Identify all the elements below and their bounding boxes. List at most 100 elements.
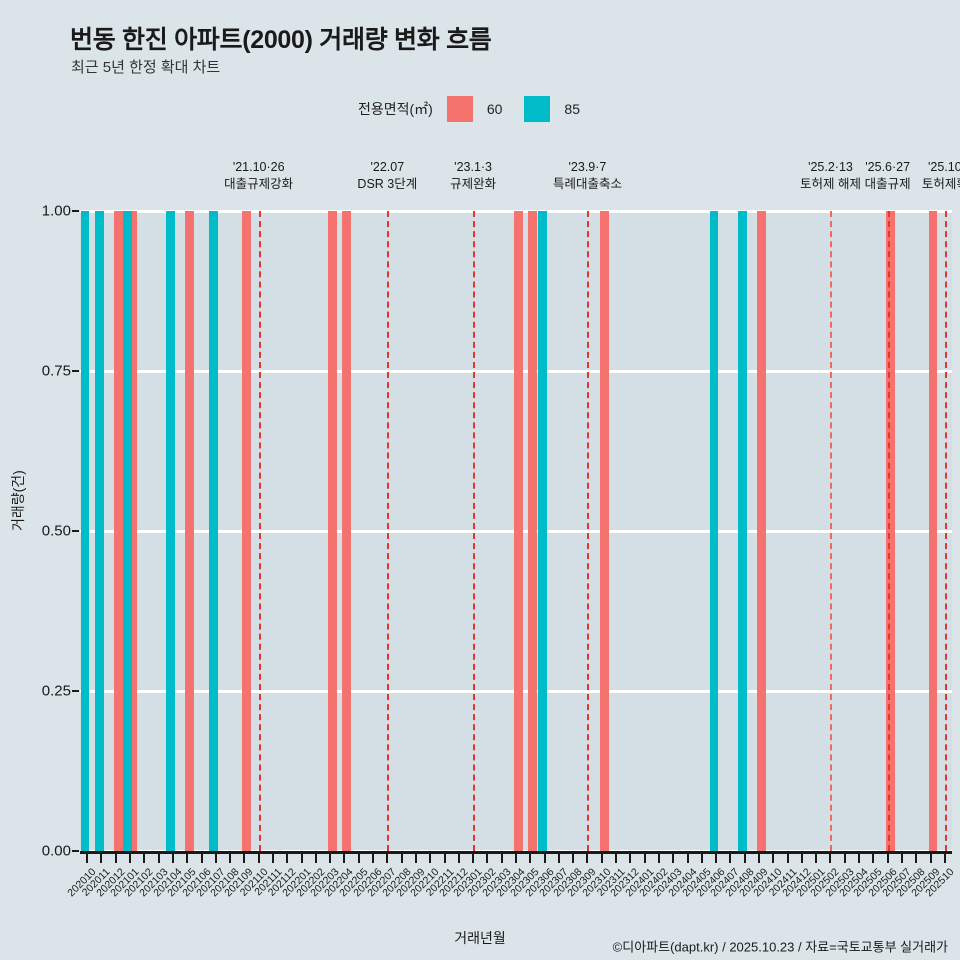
bar-60-202109[interactable] xyxy=(242,211,252,851)
x-tick-mark xyxy=(715,854,718,863)
x-tick-mark xyxy=(843,854,846,863)
legend-swatch-60 xyxy=(446,96,473,122)
bar-85-202104[interactable] xyxy=(166,211,176,851)
event-annotation-202506: '25.6·27 대출규제 xyxy=(865,159,911,193)
event-line-202510 xyxy=(944,211,947,851)
event-annotation-202207: '22.07 DSR 3단계 xyxy=(357,159,417,193)
x-tick-mark xyxy=(629,854,632,863)
x-tick-mark xyxy=(672,854,675,863)
y-tick-mark xyxy=(72,370,79,372)
x-tick-mark xyxy=(214,854,217,863)
y-tick-label: 0.25 xyxy=(41,682,71,700)
bar-60-202105[interactable] xyxy=(185,211,195,851)
event-annotation-text: 대출규제 xyxy=(864,177,911,191)
bar-60-202101[interactable] xyxy=(128,211,137,851)
x-tick-mark xyxy=(400,854,403,863)
x-tick-mark xyxy=(615,854,618,863)
x-tick-mark xyxy=(357,854,360,863)
x-tick-mark xyxy=(186,854,189,863)
legend-item-60[interactable]: 60 xyxy=(446,96,503,122)
event-line-202309 xyxy=(587,211,590,851)
legend-label-60: 60 xyxy=(486,101,503,117)
event-annotation-text: 대출규제강화 xyxy=(224,177,294,191)
event-line-202207 xyxy=(387,211,390,851)
x-tick-mark xyxy=(171,854,174,863)
x-tick-mark xyxy=(872,854,875,863)
y-tick-mark xyxy=(72,210,79,212)
event-line-202301 xyxy=(473,211,476,851)
x-tick-mark xyxy=(529,854,532,863)
x-tick-mark xyxy=(815,854,818,863)
x-tick-mark xyxy=(886,854,889,863)
y-tick-mark xyxy=(72,530,79,532)
y-tick-label: 0.50 xyxy=(41,522,71,540)
y-tick-label: 0.00 xyxy=(41,842,71,860)
x-tick-mark xyxy=(572,854,575,863)
x-tick-mark xyxy=(943,854,946,863)
x-tick-mark xyxy=(372,854,375,863)
event-annotation-text: 규제완화 xyxy=(450,177,497,191)
x-tick-mark xyxy=(271,854,274,863)
bar-60-202012[interactable] xyxy=(113,211,123,851)
x-tick-mark xyxy=(486,854,489,863)
bar-60-202305[interactable] xyxy=(528,211,538,851)
bar-60-202304[interactable] xyxy=(513,211,523,851)
x-tick-mark xyxy=(858,854,861,863)
x-tick-mark xyxy=(772,854,775,863)
x-tick-mark xyxy=(929,854,932,863)
bar-85-202306[interactable] xyxy=(538,211,547,851)
x-tick-mark xyxy=(643,854,646,863)
x-tick-mark xyxy=(472,854,475,863)
y-tick-mark xyxy=(72,850,79,852)
event-annotation-date: '25.10 xyxy=(928,160,960,174)
bar-60-202506[interactable] xyxy=(885,211,895,851)
x-tick-mark xyxy=(257,854,260,863)
x-tick-mark xyxy=(900,854,903,863)
x-tick-mark xyxy=(786,854,789,863)
event-annotation-date: '23.9·7 xyxy=(568,160,607,174)
y-tick-label: 1.00 xyxy=(41,202,71,220)
x-tick-mark xyxy=(729,854,732,863)
event-annotation-text: 토허제확 xyxy=(921,177,960,191)
bar-85-202101[interactable] xyxy=(123,211,133,851)
legend-title: 전용면적(㎡) xyxy=(357,101,433,117)
x-tick-mark xyxy=(800,854,803,863)
x-tick-mark xyxy=(129,854,132,863)
page-title: 번동 한진 아파트(2000) 거래량 변화 흐름 xyxy=(70,26,492,54)
x-tick-mark xyxy=(915,854,918,863)
bar-85-202406[interactable] xyxy=(709,211,719,851)
x-tick-mark xyxy=(600,854,603,863)
event-annotation-202301: '23.1·3 규제완화 xyxy=(450,159,496,193)
bar-60-202203[interactable] xyxy=(328,211,338,851)
legend-item-85[interactable]: 85 xyxy=(524,96,580,122)
bar-85-202010[interactable] xyxy=(80,211,90,851)
x-tick-mark xyxy=(515,854,517,863)
x-tick-mark xyxy=(758,854,761,863)
plot-area xyxy=(80,209,952,853)
x-tick-mark xyxy=(500,854,503,863)
page-subtitle: 최근 5년 한정 확대 차트 xyxy=(71,59,221,76)
legend: 전용면적(㎡) 60 85 xyxy=(0,96,960,122)
x-axis-title: 거래년월 xyxy=(454,930,506,946)
bar-60-202310[interactable] xyxy=(599,211,609,851)
bar-60-202409[interactable] xyxy=(757,211,766,851)
legend-swatch-85 xyxy=(524,96,551,122)
x-tick-mark xyxy=(114,854,117,863)
x-tick-mark xyxy=(686,854,689,863)
x-tick-mark xyxy=(657,854,660,863)
bar-85-202107[interactable] xyxy=(209,211,219,851)
bar-60-202509[interactable] xyxy=(928,211,938,851)
bar-85-202408[interactable] xyxy=(738,211,747,851)
x-tick-mark xyxy=(457,854,460,863)
y-axis-title: 거래량(건) xyxy=(10,470,26,531)
event-annotation-text: 특례대출축소 xyxy=(552,177,622,191)
event-annotation-date: '21.10·26 xyxy=(232,160,285,174)
event-annotation-202309: '23.9·7 특례대출축소 xyxy=(553,159,622,193)
x-tick-mark xyxy=(743,854,746,863)
event-annotation-202510: '25.10 토허제확 xyxy=(922,159,960,193)
bar-85-202011[interactable] xyxy=(94,211,104,851)
x-tick-mark xyxy=(229,854,232,863)
bar-60-202204[interactable] xyxy=(342,211,352,851)
x-tick-mark xyxy=(586,854,589,863)
event-line-202110 xyxy=(258,211,261,851)
